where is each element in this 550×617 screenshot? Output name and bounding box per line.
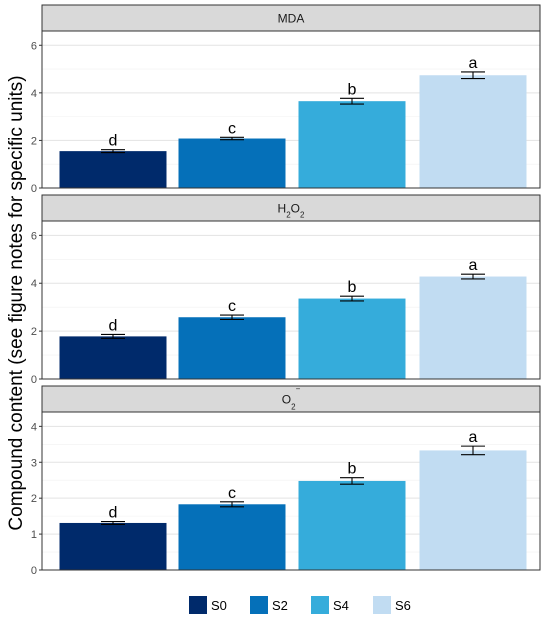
bar-s2 [178,138,286,188]
y-tick-label: 6 [31,40,37,52]
bar-s4 [298,101,406,188]
y-tick-label: 0 [31,374,37,386]
panel-border [41,220,541,380]
panel-title: H2O2 [278,202,305,220]
significance-letter: c [228,120,236,137]
panel-strip [41,385,541,413]
bar-s0 [59,522,167,570]
y-tick-label: 2 [31,326,37,338]
legend-swatch-s2 [250,596,268,614]
y-tick-label: 2 [31,135,37,147]
bar-s0 [59,151,167,188]
y-axis-label: Compound content (see figure notes for s… [6,75,27,530]
legend-label: S6 [395,598,411,613]
bar-s6 [419,450,527,570]
y-tick-label: 0 [31,565,37,577]
significance-letter: c [228,485,236,502]
panel-strip [41,194,541,222]
bar-s2 [178,504,286,570]
significance-letter: a [469,429,478,446]
y-tick-label: 4 [31,278,37,290]
significance-letter: b [348,461,357,478]
significance-letter: b [348,279,357,296]
bar-s2 [178,317,286,379]
bar-s4 [298,480,406,570]
panel-1: H2O2 0 2 4 6 d c b a [31,194,541,386]
y-tick-label: 1 [31,529,37,541]
significance-letter: d [109,505,118,522]
bar-s0 [59,336,167,379]
bar-s6 [419,276,527,379]
significance-letter: d [109,133,118,150]
panel-border [41,411,541,571]
panel-border [41,30,541,189]
panel-title: MDA [278,12,305,26]
y-tick-label: 3 [31,457,37,469]
y-tick-label: 4 [31,421,37,433]
bar-s4 [298,298,406,379]
panel-0: MDA 0 2 4 6 d c b a [31,4,541,195]
bar-s6 [419,75,527,188]
legend: S0 S2 S4 S6 [189,596,411,614]
significance-letter: c [228,298,236,315]
panel-strip [41,4,541,32]
y-tick-label: 6 [31,230,37,242]
significance-letter: a [469,55,478,72]
significance-letter: a [469,257,478,274]
significance-letter: d [109,317,118,334]
legend-swatch-s0 [189,596,207,614]
y-tick-label: 4 [31,88,37,100]
legend-swatch-s6 [373,596,391,614]
significance-letter: b [348,81,357,98]
legend-label: S0 [211,598,227,613]
y-tick-label: 2 [31,493,37,505]
legend-label: S4 [333,598,349,613]
legend-label: S2 [272,598,288,613]
legend-swatch-s4 [311,596,329,614]
y-tick-label: 0 [31,183,37,195]
